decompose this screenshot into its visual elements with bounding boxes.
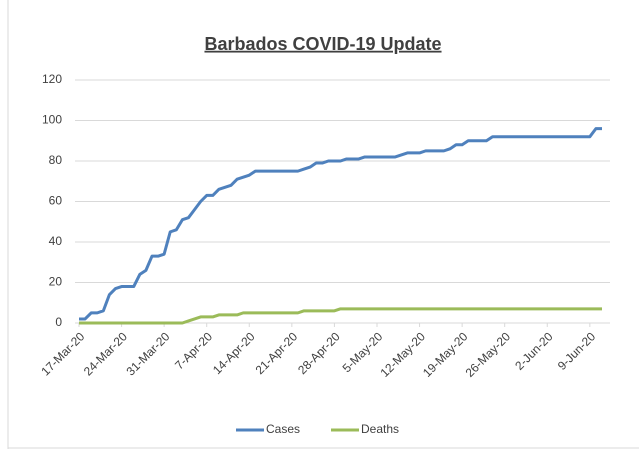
y-tick-label: 80 xyxy=(49,153,63,167)
y-tick-label: 20 xyxy=(49,275,63,289)
chart-title: Barbados COVID-19 Update xyxy=(204,34,441,54)
y-tick-label: 60 xyxy=(49,194,63,208)
y-tick-label: 40 xyxy=(49,234,63,248)
series-line xyxy=(79,307,602,325)
y-tick-label: 0 xyxy=(55,315,62,329)
series-line xyxy=(79,127,602,321)
y-tick-label: 120 xyxy=(42,72,62,86)
legend-label: Deaths xyxy=(361,422,399,436)
legend-label: Cases xyxy=(266,422,300,436)
y-tick-label: 100 xyxy=(42,113,62,127)
